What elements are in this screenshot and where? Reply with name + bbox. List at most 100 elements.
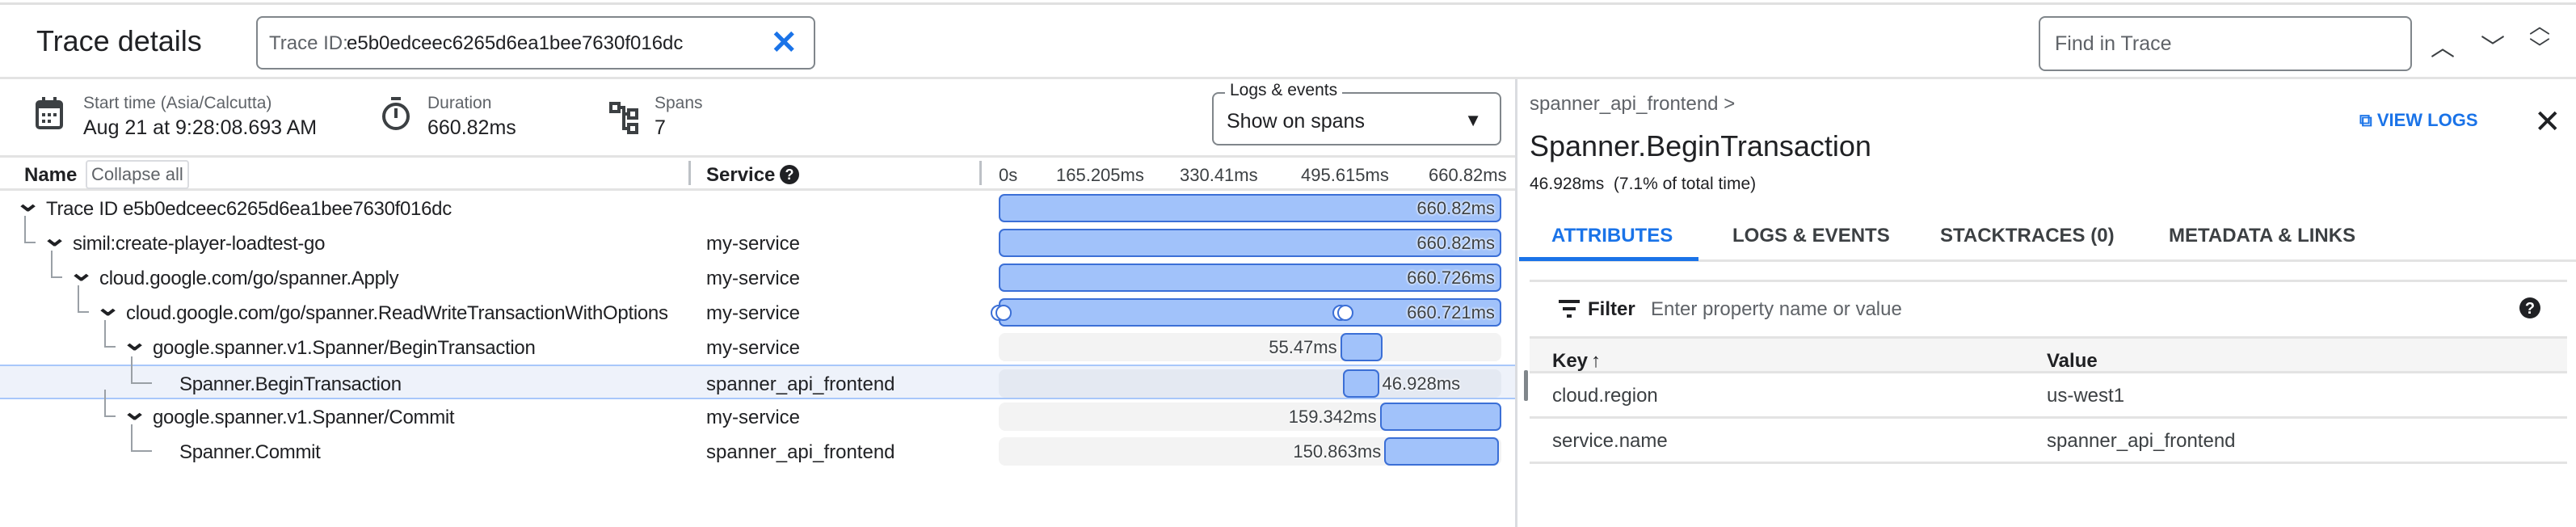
- find-in-trace-field[interactable]: [2039, 16, 2412, 71]
- span-bar[interactable]: [999, 194, 1501, 222]
- top-bar: [0, 5, 2576, 79]
- span-row[interactable]: ⌄ google.spanner.v1.Spanner/Commit my-serv…: [0, 390, 1515, 434]
- panel-resize-handle[interactable]: [1524, 370, 1528, 401]
- event-marker[interactable]: [995, 305, 1012, 321]
- chevron-down-icon[interactable]: ⌄: [121, 398, 148, 425]
- span-name: cloud.google.com/go/spanner.ReadWriteTra…: [126, 302, 668, 324]
- chevron-down-icon[interactable]: ⌄: [121, 329, 148, 356]
- previous-match-icon[interactable]: ︿: [2431, 35, 2455, 61]
- calendar-icon: [36, 97, 63, 129]
- duration-value: 660.82ms: [427, 116, 516, 139]
- span-service: my-service: [706, 337, 801, 359]
- column-resize-handle[interactable]: [979, 161, 982, 185]
- span-row[interactable]: ⌄ Trace ID e5b0edceec6265d6ea1bee7630f016…: [0, 190, 1515, 226]
- next-match-icon[interactable]: ﹀: [2481, 35, 2505, 61]
- timeline-tick: 165.205ms: [1056, 165, 1144, 185]
- help-icon[interactable]: ?: [779, 164, 800, 185]
- timeline-tick: 330.41ms: [1180, 165, 1258, 185]
- span-bar[interactable]: [999, 298, 1501, 327]
- attribute-key: service.name: [1552, 430, 1668, 452]
- trace-id-input[interactable]: Trace ID: e5b0edceec6265d6ea1bee7630f016…: [256, 16, 815, 70]
- svg-text:?: ?: [785, 167, 794, 183]
- open-external-icon: ⧉: [2359, 110, 2377, 130]
- start-time-label: Start time (Asia/Calcutta): [83, 94, 272, 112]
- timeline-track: [999, 333, 1501, 361]
- trace-id-value[interactable]: e5b0edceec6265d6ea1bee7630f016dc: [347, 32, 684, 54]
- top-border: [0, 0, 2576, 5]
- chevron-down-icon[interactable]: ⌄: [41, 225, 68, 251]
- tree-connector: [104, 390, 116, 417]
- span-service: my-service: [706, 268, 801, 289]
- span-bar[interactable]: [1343, 369, 1379, 398]
- panel-divider[interactable]: [1515, 79, 1517, 527]
- span-service: my-service: [706, 302, 801, 324]
- span-row[interactable]: Spanner.Commit spanner_api_frontend 150.86…: [0, 424, 1515, 469]
- chevron-down-icon[interactable]: ⌄: [68, 259, 95, 286]
- attribute-value: us-west1: [2047, 385, 2125, 407]
- view-logs-label: VIEW LOGS: [2376, 110, 2478, 130]
- span-bar[interactable]: [1384, 437, 1500, 466]
- span-name: simil:create-player-loadtest-go: [73, 233, 326, 255]
- span-title: Spanner.BeginTransaction: [1530, 129, 1871, 162]
- filter-bar[interactable]: Filter Enter property name or value ?: [1530, 280, 2567, 336]
- span-bar[interactable]: [999, 229, 1501, 257]
- start-time-value: Aug 21 at 9:28:08.693 AM: [83, 116, 318, 139]
- help-icon[interactable]: ?: [2519, 297, 2541, 319]
- close-icon[interactable]: ✕: [2534, 104, 2561, 140]
- logs-events-select[interactable]: Logs & events Show on spans ▼: [1212, 81, 1501, 145]
- svg-text:?: ?: [2525, 300, 2535, 318]
- tree-connector: [24, 216, 36, 243]
- span-name: Spanner.Commit: [179, 441, 321, 463]
- value-column-header: Value: [2047, 350, 2098, 372]
- filter-icon: [1559, 300, 1580, 318]
- span-bar[interactable]: [999, 264, 1501, 292]
- timeline-tick: 660.82ms: [1429, 165, 1507, 185]
- attribute-row: service.name spanner_api_frontend: [1530, 419, 2567, 464]
- span-duration-label: 150.863ms: [1293, 441, 1382, 462]
- spans-icon: [609, 102, 638, 134]
- span-row[interactable]: ⌄ simil:create-player-loadtest-go my-servi…: [0, 216, 1515, 260]
- span-table-header: Name Collapse all Service ? 0s 165.205ms 3…: [0, 155, 1515, 191]
- expand-collapse-icon[interactable]: ︿ ﹀: [2529, 14, 2551, 61]
- find-in-trace-input[interactable]: [2055, 32, 2394, 56]
- duration-label: Duration: [427, 94, 492, 112]
- key-column-header[interactable]: Key: [1552, 350, 1589, 372]
- span-duration-label: 660.82ms: [1416, 233, 1495, 253]
- span-bar[interactable]: [1340, 333, 1383, 361]
- event-marker[interactable]: [1336, 305, 1353, 321]
- tab-stacktraces[interactable]: STACKTRACES (0): [1940, 225, 2115, 247]
- span-row[interactable]: ⌄ google.spanner.v1.Spanner/BeginTransact…: [0, 320, 1515, 365]
- spans-value: 7: [655, 116, 666, 139]
- span-row[interactable]: ⌄ cloud.google.com/go/spanner.Apply my-ser…: [0, 251, 1515, 295]
- name-column-header: Name: [24, 164, 78, 186]
- attribute-row: cloud.region us-west1: [1530, 373, 2567, 419]
- span-name: cloud.google.com/go/spanner.Apply: [99, 268, 399, 289]
- span-duration-label: 55.47ms: [1269, 337, 1337, 357]
- tab-attributes[interactable]: ATTRIBUTES: [1551, 225, 1673, 247]
- clear-icon[interactable]: ✕: [770, 25, 798, 61]
- span-duration-label: 660.721ms: [1407, 302, 1495, 323]
- span-name: Trace ID e5b0edceec6265d6ea1bee7630f016d…: [46, 198, 452, 220]
- filter-input[interactable]: Enter property name or value: [1651, 298, 1902, 320]
- chevron-down-icon[interactable]: ⌄: [95, 294, 121, 321]
- span-duration-label: 159.342ms: [1288, 407, 1377, 427]
- page-title: Trace details: [36, 24, 202, 57]
- span-row[interactable]: ⌄ cloud.google.com/go/spanner.ReadWriteTr…: [0, 285, 1515, 330]
- spans-label: Spans: [655, 94, 703, 112]
- collapse-all-button[interactable]: Collapse all: [86, 160, 189, 189]
- span-row[interactable]: Spanner.BeginTransaction spanner_api_fron…: [0, 356, 1515, 399]
- filter-label: Filter: [1588, 298, 1635, 320]
- chevron-down-icon[interactable]: ⌄: [15, 190, 41, 217]
- attributes-table-header: Key ↑ Value: [1530, 336, 2567, 373]
- sort-ascending-icon[interactable]: ↑: [1591, 350, 1601, 372]
- view-logs-button[interactable]: ⧉ VIEW LOGS: [2359, 110, 2478, 131]
- timeline-tick: 0s: [999, 165, 1018, 185]
- tab-metadata-links[interactable]: METADATA & LINKS: [2169, 225, 2356, 247]
- span-bar[interactable]: [1379, 403, 1501, 431]
- tab-logs-events[interactable]: LOGS & EVENTS: [1732, 225, 1890, 247]
- trace-id-label: Trace ID:: [269, 32, 348, 54]
- service-column-header: Service: [706, 164, 776, 186]
- breadcrumb[interactable]: spanner_api_frontend >: [1530, 93, 1736, 115]
- column-resize-handle[interactable]: [688, 161, 691, 185]
- span-service: spanner_api_frontend: [706, 373, 895, 395]
